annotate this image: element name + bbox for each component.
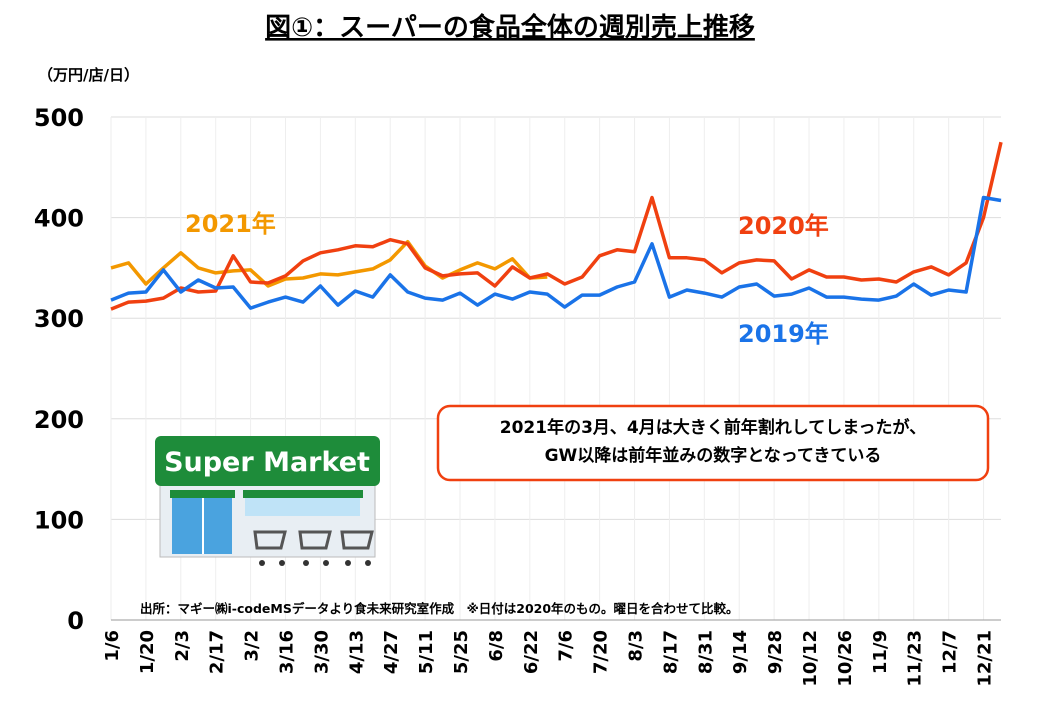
y-axis-label: （万円/店/日） [38,66,139,84]
x-tick-label: 2/3 [172,630,193,662]
x-tick-label: 4/13 [346,630,367,674]
y-tick-label: 100 [34,506,84,534]
x-tick-label: 4/27 [381,630,402,674]
plot [110,141,1003,311]
x-tick-label: 1/6 [102,630,123,662]
supermarket-illustration: Super Market [155,436,380,566]
x-tick-label: 12/21 [975,630,996,687]
legend-label: 2019年 [738,320,829,348]
x-tick-label: 8/31 [695,630,716,674]
x-tick-label: 3/30 [311,630,332,674]
y-tick-label: 200 [34,406,84,434]
x-tick-label: 1/20 [137,630,158,674]
x-tick-label: 10/26 [835,630,856,687]
y-tick-label: 500 [34,104,84,132]
chart-title: 図①：スーパーの食品全体の週別売上推移 [265,12,755,43]
callout-box [436,404,990,482]
x-tick-label: 7/20 [591,630,612,674]
x-tick-label: 2/17 [207,630,228,674]
series-line [110,141,1003,311]
y-tick-label: 300 [34,305,84,333]
grid: 0 100 200 300 400 500 1/6 1/20 2/3 2/17 3/2 3/16 3/3… [34,104,1001,687]
x-tick-label: 3/2 [242,630,263,662]
x-tick-label: 11/23 [905,630,926,687]
legend-label: 2020年 [738,212,829,240]
x-tick-label: 7/6 [556,630,577,662]
series-line [110,239,548,288]
x-tick-label: 12/7 [940,630,961,674]
x-tick-label: 11/9 [870,630,891,674]
callout-line: 2021年の3月、4月は大きく前年割れしてしまったが、 [500,417,926,438]
callout-line: GW以降は前年並みの数字となってきている [545,445,882,466]
x-tick-label: 8/17 [660,630,681,674]
x-tick-label: 9/14 [730,630,751,674]
x-tick-label: 6/22 [521,630,542,674]
series-line [110,195,1002,310]
x-tick-label: 9/28 [765,630,786,674]
x-tick-label: 3/16 [277,630,298,674]
x-tick-label: 8/3 [626,630,647,662]
legend-label: 2021年 [185,210,276,238]
x-tick-label: 5/25 [451,630,472,674]
y-tick-label: 400 [34,205,84,233]
illustration-text: Super Market [164,447,370,478]
x-tick-label: 5/11 [416,630,437,674]
x-tick-label: 10/12 [800,630,821,687]
source-note: 出所：マギー㈱i-codeMSデータより食未来研究室作成 ※日付は2020年のも… [140,601,739,616]
x-tick-label: 6/8 [486,630,507,662]
y-tick-label: 0 [67,607,84,635]
